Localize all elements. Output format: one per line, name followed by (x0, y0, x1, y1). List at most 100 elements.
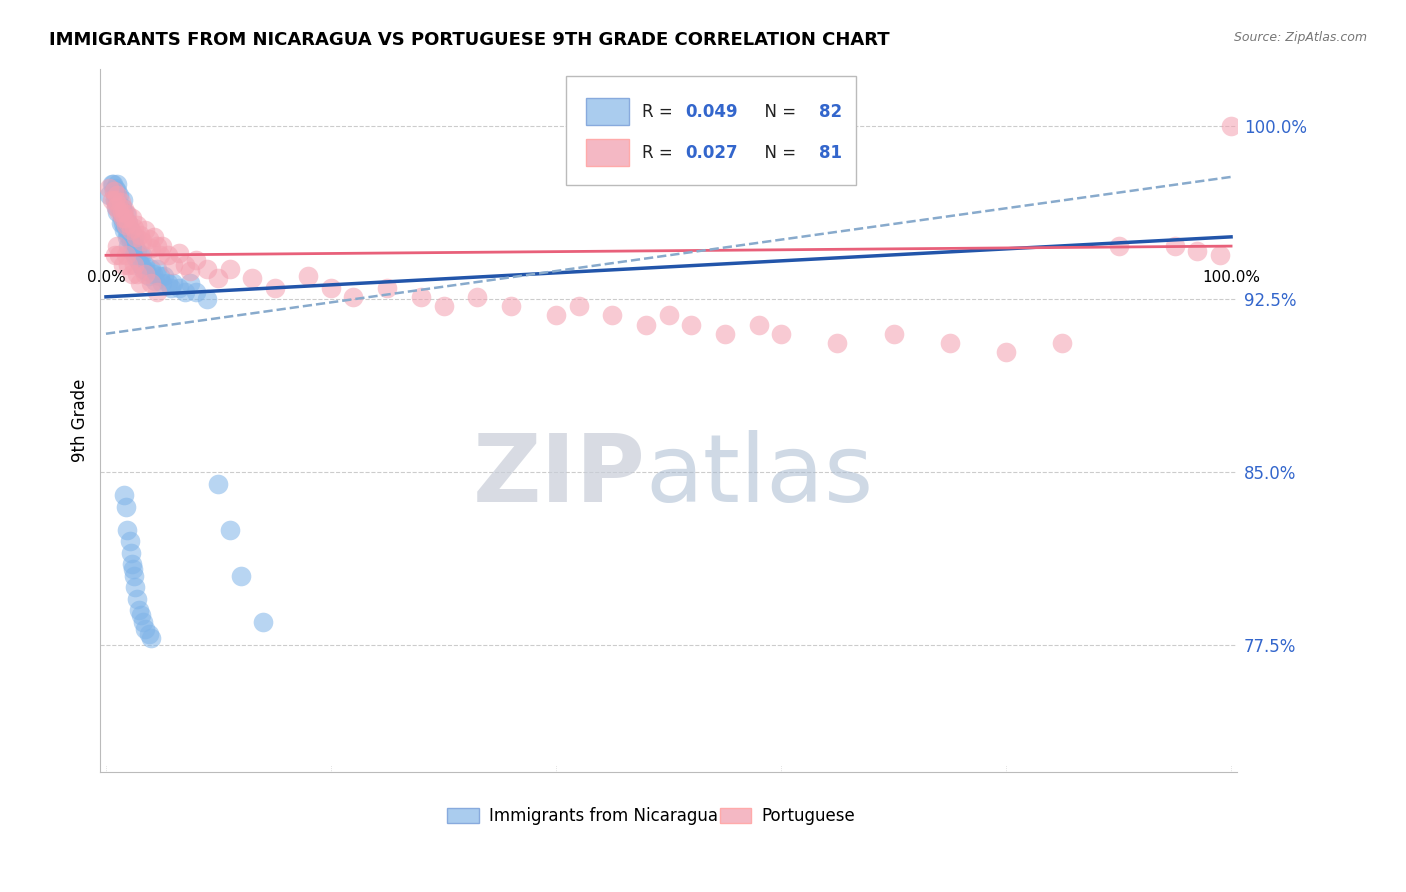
Point (142, 267, 165, 281)
Text: 100.0%: 100.0% (1202, 269, 1260, 285)
Point (112, 202, 135, 217)
Point (127, 244, 149, 258)
Point (1052, 335, 1074, 350)
Point (114, 211, 136, 226)
Text: ZIP: ZIP (472, 431, 645, 523)
Text: 0.0%: 0.0% (87, 269, 125, 285)
Point (883, 326, 905, 341)
Point (432, 299, 454, 313)
Bar (720, 808, 751, 823)
Point (105, 200, 128, 214)
Point (110, 216, 132, 230)
Point (103, 184, 125, 198)
Point (104, 193, 127, 207)
Text: 0.027: 0.027 (686, 144, 738, 161)
Point (124, 239, 146, 253)
Point (115, 207, 138, 221)
Point (138, 626, 160, 640)
Point (319, 280, 342, 294)
Point (125, 251, 148, 265)
Point (297, 268, 319, 283)
Point (143, 230, 166, 244)
Point (167, 280, 190, 294)
Point (409, 290, 432, 304)
Point (122, 562, 145, 576)
Point (132, 615, 155, 629)
Text: R =: R = (643, 144, 678, 161)
Point (129, 608, 152, 623)
Text: N =: N = (754, 144, 801, 161)
Point (145, 285, 167, 300)
Point (110, 195, 132, 210)
Point (195, 262, 218, 277)
Point (108, 248, 131, 262)
Point (156, 248, 179, 262)
Point (135, 264, 157, 278)
Point (101, 177, 124, 191)
Text: N =: N = (754, 103, 801, 120)
Point (240, 271, 263, 285)
Point (657, 308, 679, 322)
Point (105, 188, 128, 202)
Point (124, 581, 146, 595)
Point (98, 188, 121, 202)
Point (1209, 248, 1232, 262)
Point (173, 258, 195, 272)
Point (128, 248, 150, 262)
Point (679, 318, 702, 332)
Point (128, 276, 150, 290)
Point (145, 239, 167, 253)
Point (184, 252, 207, 267)
Point (98, 181, 121, 195)
Point (117, 523, 139, 537)
Text: Source: ZipAtlas.com: Source: ZipAtlas.com (1233, 31, 1367, 45)
Bar (585, 139, 628, 166)
Point (122, 235, 145, 249)
Point (125, 230, 148, 244)
Point (111, 211, 134, 226)
Point (252, 615, 274, 629)
Point (465, 290, 488, 304)
Point (173, 285, 195, 300)
Text: 81: 81 (818, 144, 842, 161)
Point (167, 246, 190, 260)
Point (139, 241, 162, 255)
Point (112, 488, 135, 502)
Point (104, 248, 127, 262)
Point (104, 181, 127, 195)
Point (218, 523, 240, 537)
Point (207, 476, 229, 491)
Point (179, 264, 201, 278)
Point (184, 285, 207, 300)
Point (375, 280, 398, 294)
Point (120, 223, 142, 237)
Point (827, 335, 849, 350)
Point (156, 276, 179, 290)
Point (105, 184, 128, 198)
Point (120, 235, 142, 249)
Point (195, 292, 218, 306)
Point (162, 258, 184, 272)
Point (1164, 239, 1187, 253)
Point (134, 622, 156, 636)
Y-axis label: 9th Grade: 9th Grade (72, 378, 89, 462)
Point (127, 591, 149, 606)
Point (121, 558, 143, 572)
Point (128, 603, 150, 617)
Point (995, 345, 1018, 359)
Point (138, 268, 160, 283)
Point (118, 223, 141, 237)
Point (111, 200, 134, 214)
Point (120, 546, 142, 560)
Point (105, 200, 128, 214)
Point (600, 308, 623, 322)
Text: Portuguese: Portuguese (762, 806, 855, 824)
Point (129, 258, 152, 272)
Point (131, 248, 153, 262)
Point (122, 569, 145, 583)
Point (160, 280, 183, 294)
Point (117, 216, 139, 230)
Point (218, 262, 240, 277)
Point (114, 216, 136, 230)
Point (1220, 119, 1243, 133)
